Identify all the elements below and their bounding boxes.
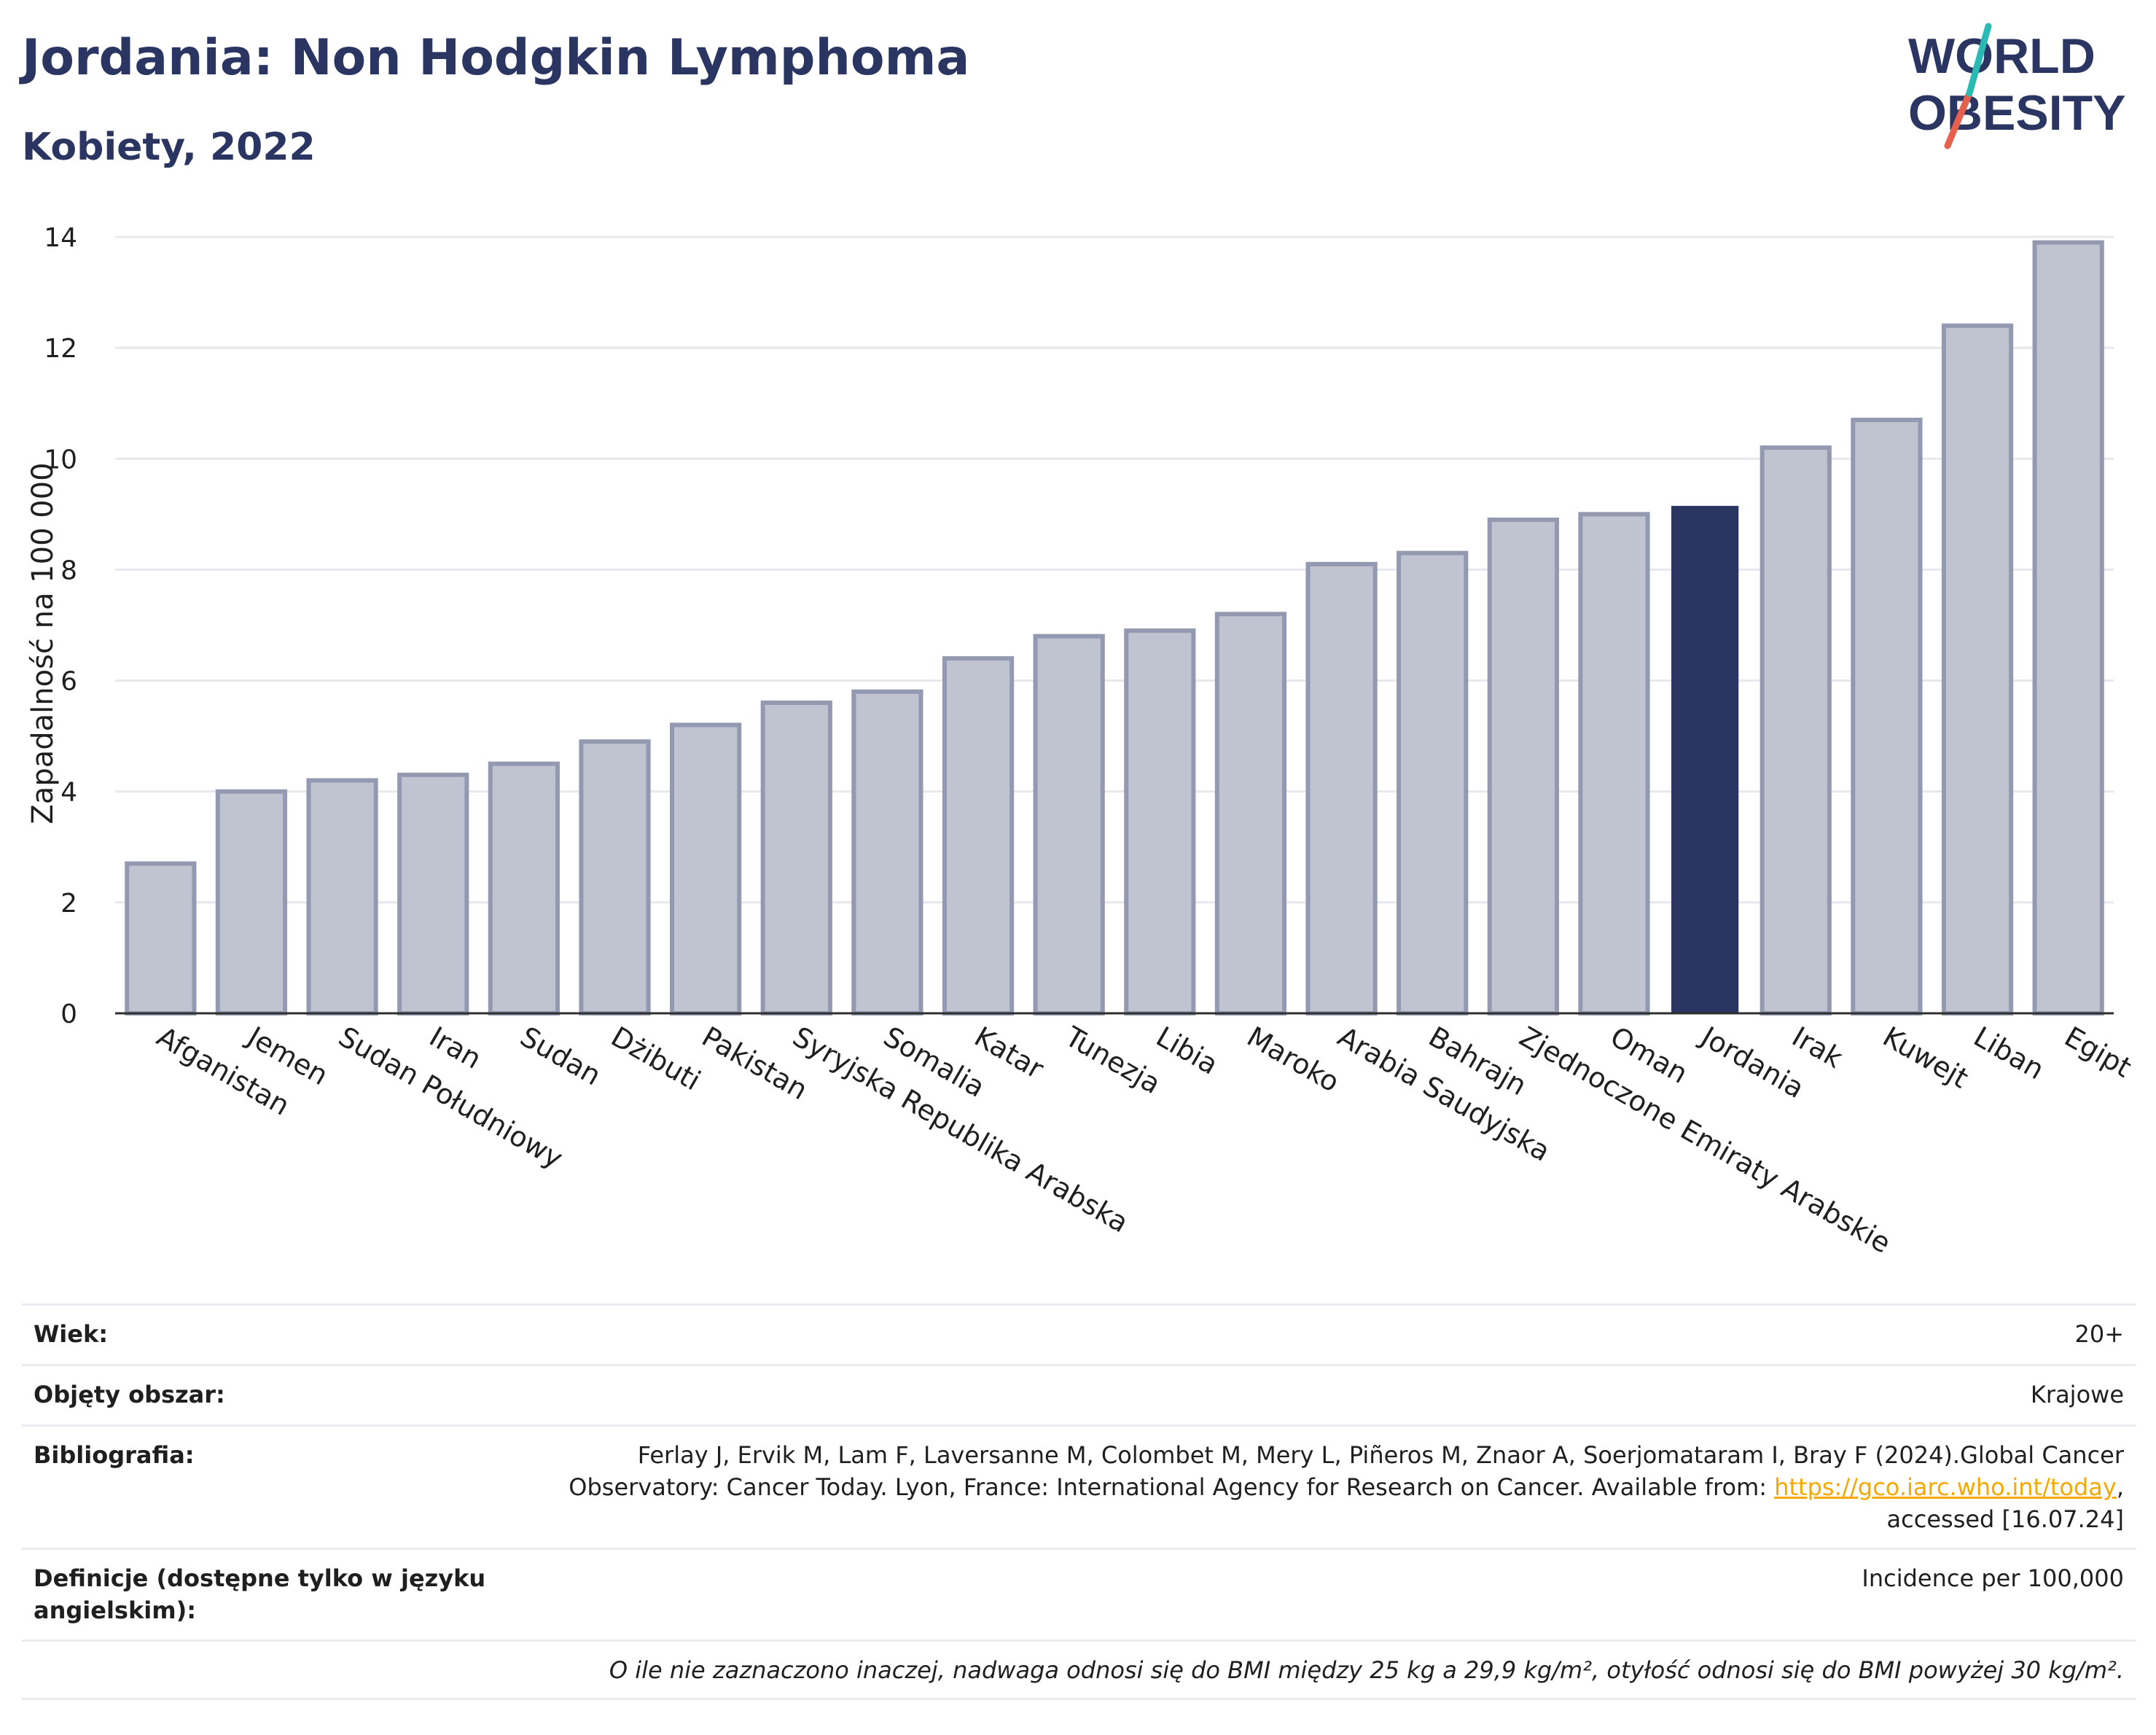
bar xyxy=(1759,445,1832,1015)
bibliography-comma: , xyxy=(2116,1473,2124,1501)
footer-row-bibliography: Bibliografia: Ferlay J, Ervik M, Lam F, … xyxy=(22,1424,2136,1548)
x-tick-label: Dżibuti xyxy=(606,1021,706,1097)
footer-value-coverage: Krajowe xyxy=(2030,1381,2124,1408)
bar xyxy=(2032,240,2104,1015)
y-axis-label: Zapadalność na 100 000 xyxy=(26,462,60,824)
y-tick-label: 12 xyxy=(44,334,77,364)
footer-row-age: Wiek: 20+ xyxy=(22,1303,2136,1364)
footer-note: O ile nie zaznaczono inaczej, nadwaga od… xyxy=(609,1656,2124,1684)
footer-value-age: 20+ xyxy=(2074,1320,2124,1348)
bar xyxy=(1578,512,1650,1015)
bar xyxy=(125,861,197,1016)
bar xyxy=(579,739,651,1015)
footer-value-bibliography: Ferlay J, Ervik M, Lam F, Laversanne M, … xyxy=(500,1439,2136,1535)
logo-line1: WORLD xyxy=(1908,28,2096,84)
y-tick-label: 8 xyxy=(60,555,77,585)
metadata-table: Wiek: 20+ Objęty obszar: Krajowe Bibliog… xyxy=(22,1303,2136,1700)
bar xyxy=(1397,550,1469,1015)
y-tick-label: 0 xyxy=(60,999,77,1029)
x-tick-label: Liban xyxy=(1969,1021,2050,1086)
bar xyxy=(670,722,742,1016)
y-tick-label: 14 xyxy=(44,223,77,253)
bar xyxy=(1487,517,1559,1015)
page-title: Jordania: Non Hodgkin Lymphoma xyxy=(22,29,970,87)
bar-highlighted xyxy=(1671,505,1739,1013)
x-tick-label: Jordania xyxy=(1695,1020,1810,1104)
bar xyxy=(1214,612,1287,1015)
bibliography-line3: accessed [16.07.24] xyxy=(1886,1505,2124,1533)
bar xyxy=(306,778,378,1015)
world-obesity-logo: WORLD OBESITY xyxy=(1908,23,2126,149)
x-tick-label: Sudan xyxy=(515,1021,606,1092)
bar xyxy=(488,761,560,1016)
footer-row-definitions: Definicje (dostępne tylko w języku angie… xyxy=(22,1548,2136,1640)
footer-label-definitions: Definicje (dostępne tylko w języku angie… xyxy=(34,1564,486,1624)
y-tick-label: 6 xyxy=(60,667,77,697)
bar xyxy=(1305,561,1378,1015)
footer-value-definitions: Incidence per 100,000 xyxy=(1862,1564,2124,1592)
bibliography-line2: Observatory: Cancer Today. Lyon, France:… xyxy=(569,1473,1775,1501)
x-tick-label: Iran xyxy=(424,1021,487,1075)
x-tick-label: Kuwejt xyxy=(1878,1021,1974,1095)
bar xyxy=(851,689,923,1015)
x-tick-label: Tunezja xyxy=(1059,1020,1166,1100)
footer-row-coverage: Objęty obszar: Krajowe xyxy=(22,1364,2136,1424)
page-subtitle: Kobiety, 2022 xyxy=(22,125,316,169)
bar xyxy=(397,772,469,1015)
bar xyxy=(1851,418,1923,1015)
x-tick-label: Egipt xyxy=(2059,1021,2137,1084)
y-tick-label: 10 xyxy=(44,445,77,475)
bibliography-line1: Ferlay J, Ervik M, Lam F, Laversanne M, … xyxy=(637,1441,2124,1469)
logo-line2: OBESITY xyxy=(1908,85,2126,141)
footer-label-age: Wiek: xyxy=(34,1320,109,1348)
y-tick-label: 2 xyxy=(60,889,77,919)
bar xyxy=(1941,323,2014,1015)
footer-row-note: O ile nie zaznaczono inaczej, nadwaga od… xyxy=(22,1640,2136,1700)
bar xyxy=(1033,633,1105,1015)
y-tick-label: 4 xyxy=(60,778,77,808)
x-tick-label: Maroko xyxy=(1241,1021,1345,1099)
bibliography-link[interactable]: https://gco.iarc.who.int/today xyxy=(1774,1473,2117,1501)
bar xyxy=(942,656,1015,1016)
footer-label-coverage: Objęty obszar: xyxy=(34,1381,225,1408)
bar xyxy=(1124,628,1196,1015)
footer-label-bibliography: Bibliografia: xyxy=(34,1441,195,1469)
bar xyxy=(760,701,832,1015)
bar xyxy=(215,789,288,1015)
x-tick-label: Irak xyxy=(1786,1021,1848,1075)
